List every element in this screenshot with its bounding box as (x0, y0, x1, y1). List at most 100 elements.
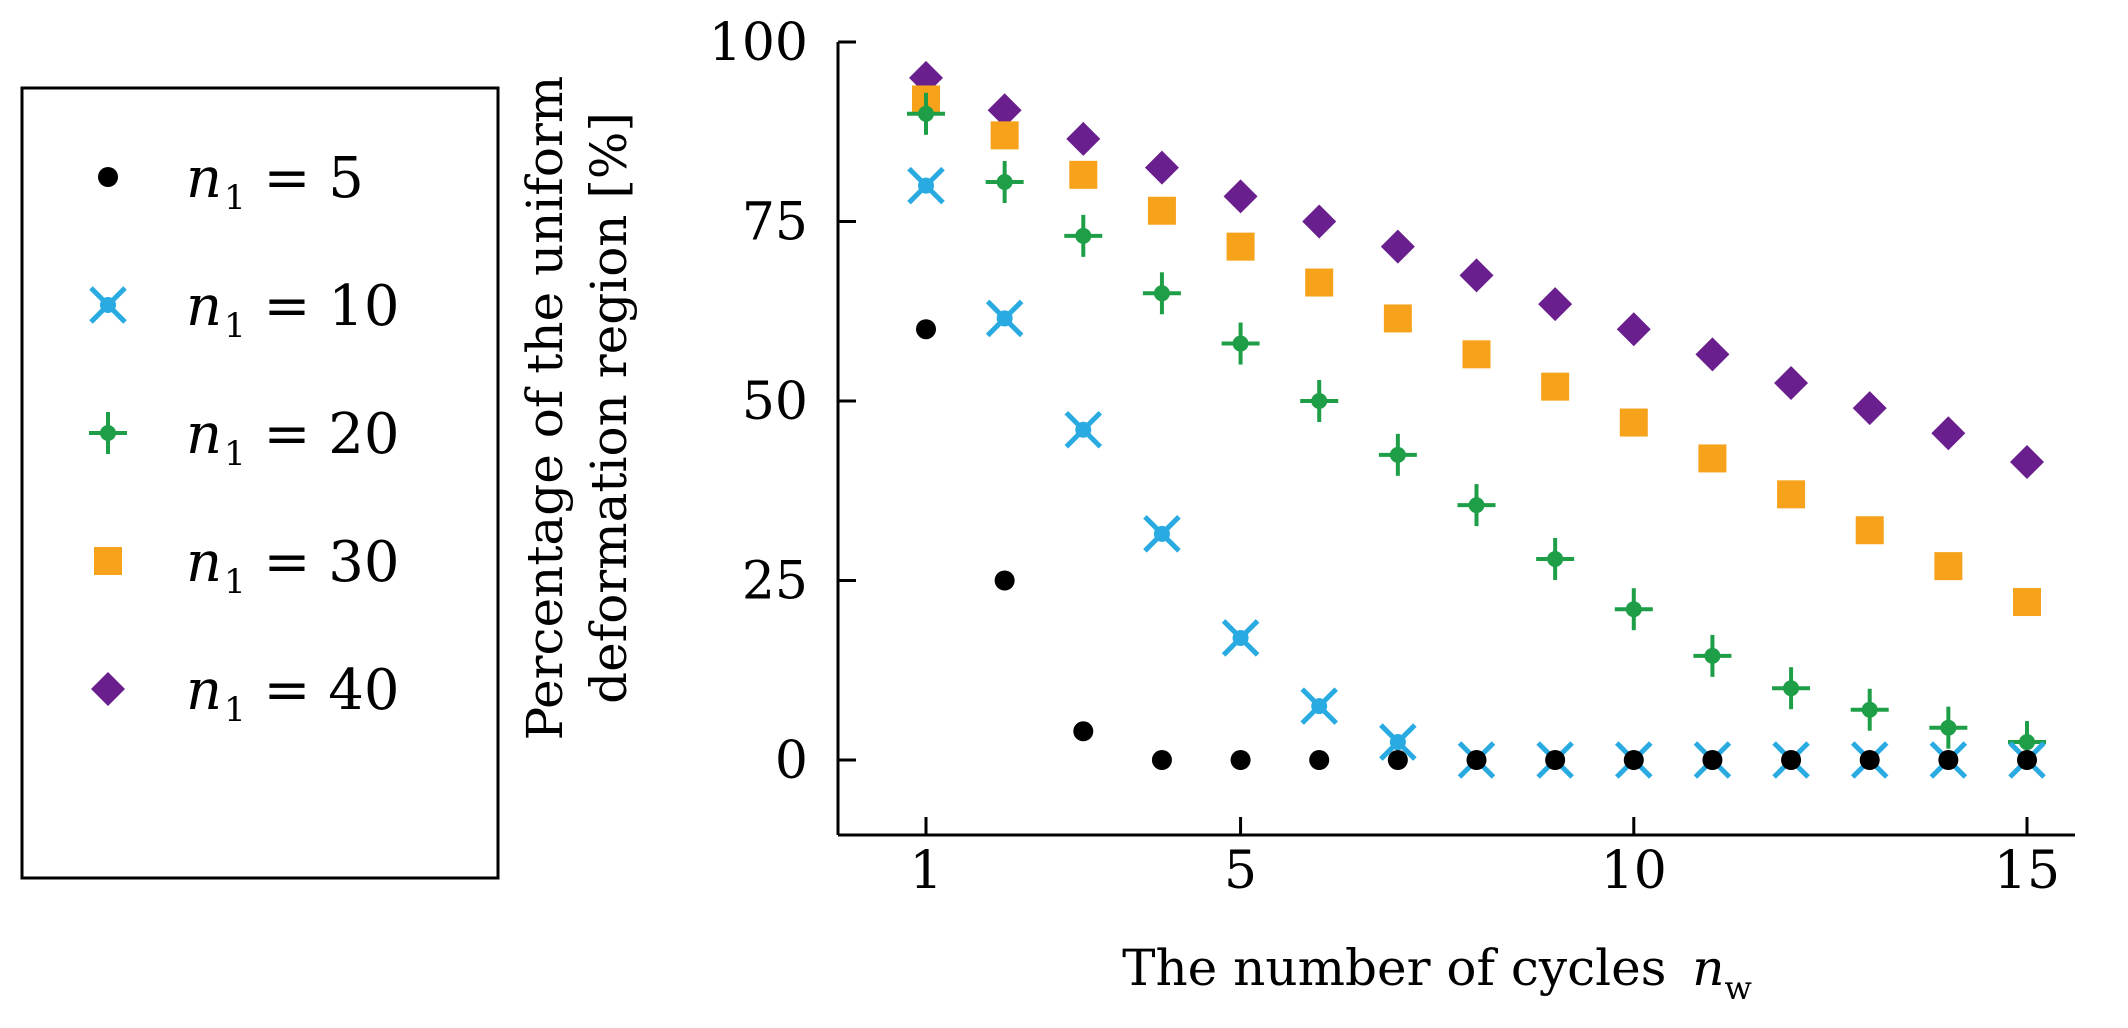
x-tick-label: 1 (909, 841, 942, 901)
data-point (1309, 750, 1330, 770)
y-axis-title: Percentage of the uniform deformation re… (516, 76, 638, 741)
data-point (1142, 272, 1181, 315)
data-point (2017, 750, 2037, 770)
plot-area (907, 60, 2046, 779)
data-point (1300, 380, 1339, 422)
data-point (985, 299, 1024, 338)
series-n1-5 (916, 319, 2037, 770)
data-point (1378, 433, 1417, 476)
data-point (916, 319, 936, 340)
data-point (1223, 179, 1258, 214)
data-point (1616, 312, 1651, 347)
data-point (1774, 366, 1809, 401)
data-point (1545, 750, 1566, 770)
data-point (1538, 287, 1573, 322)
legend-label: n1 = 20 (186, 402, 400, 474)
legend-marker-circle (98, 167, 118, 187)
data-point (1221, 619, 1260, 657)
data-point (1855, 516, 1884, 545)
legend-entry: n1 = 30 (94, 530, 400, 602)
data-point (1064, 214, 1103, 257)
y-tick-label: 50 (742, 372, 808, 432)
legend-label: n1 = 5 (186, 146, 364, 218)
series-n1-30 (912, 85, 2041, 617)
data-point (1387, 750, 1408, 770)
legend-marker-diamond (91, 672, 125, 706)
data-point (1695, 337, 1730, 372)
x-axis-title-var: n (1692, 939, 1724, 997)
data-point (1777, 480, 1806, 509)
data-point (1702, 750, 1723, 770)
data-point (1934, 552, 1963, 581)
legend-entry: n1 = 20 (89, 402, 400, 474)
data-point (1066, 121, 1101, 156)
x-axis-title-sub: w (1724, 969, 1751, 1007)
x-axis-title-text: The number of cycles (1122, 939, 1666, 997)
x-tick-label: 10 (1601, 841, 1667, 901)
data-point (1151, 750, 1172, 770)
data-point (1302, 204, 1337, 239)
legend-label: n1 = 30 (186, 530, 400, 602)
legend-entry: n1 = 40 (91, 658, 400, 730)
data-point (1850, 688, 1889, 731)
data-point (1305, 268, 1334, 297)
y-tick-label: 100 (709, 13, 808, 73)
data-point (1144, 150, 1179, 185)
legend-frame (20, 86, 500, 880)
data-point (1466, 750, 1487, 770)
series-n1-40 (909, 60, 2044, 480)
data-point (1852, 391, 1887, 426)
data-point (2010, 445, 2044, 480)
legend-entry: n1 = 5 (98, 146, 364, 218)
y-axis-title-line1: Percentage of the uniform (516, 76, 574, 741)
data-point (1147, 196, 1176, 225)
y-tick-label: 75 (742, 193, 808, 253)
legend: n1 = 5 n1 = 10 n1 = 20 n1 = 30 n1 = 40 (20, 86, 500, 880)
legend-marker-square (94, 547, 122, 575)
data-point (1073, 721, 1094, 742)
data-point (1300, 687, 1338, 725)
data-point (2013, 588, 2041, 617)
legend-entry: n1 = 10 (89, 274, 400, 346)
series-n1-20 (907, 92, 2046, 764)
data-point (1781, 750, 1802, 770)
data-point (1693, 634, 1732, 677)
data-point (1226, 232, 1255, 261)
data-point (907, 166, 945, 205)
data-point (1541, 372, 1570, 401)
x-tick-label: 5 (1224, 841, 1257, 901)
data-point (1221, 322, 1260, 365)
y-tick-label: 0 (775, 731, 808, 791)
data-point (1379, 723, 1417, 761)
data-point (1383, 304, 1412, 333)
data-point (990, 121, 1019, 150)
data-point (985, 161, 1024, 204)
data-point (907, 92, 945, 135)
data-point (1614, 588, 1653, 631)
y-tick-label: 25 (742, 552, 808, 612)
legend-label: n1 = 40 (186, 658, 400, 730)
data-point (1938, 750, 1959, 770)
x-tick-label: 15 (1994, 841, 2060, 901)
legend-marker-plusdot (89, 412, 127, 454)
data-point (1064, 410, 1103, 449)
data-point (1459, 258, 1494, 293)
data-point (1380, 229, 1415, 264)
x-axis-title: The number of cycles nw (1122, 939, 1752, 1007)
legend-marker-xdot (89, 286, 127, 324)
data-point (1929, 706, 1968, 749)
data-point (1457, 484, 1496, 527)
data-point (1859, 750, 1880, 770)
data-point (1619, 408, 1648, 437)
y-axis-title-line2: deformation region [%] (580, 112, 638, 704)
data-point (1069, 160, 1098, 189)
data-point (987, 93, 1022, 128)
data-point (1772, 667, 1811, 710)
data-point (1536, 537, 1575, 580)
data-point (1143, 515, 1181, 553)
data-point (1931, 416, 1966, 451)
data-point (1462, 340, 1491, 369)
data-point (1230, 750, 1251, 770)
